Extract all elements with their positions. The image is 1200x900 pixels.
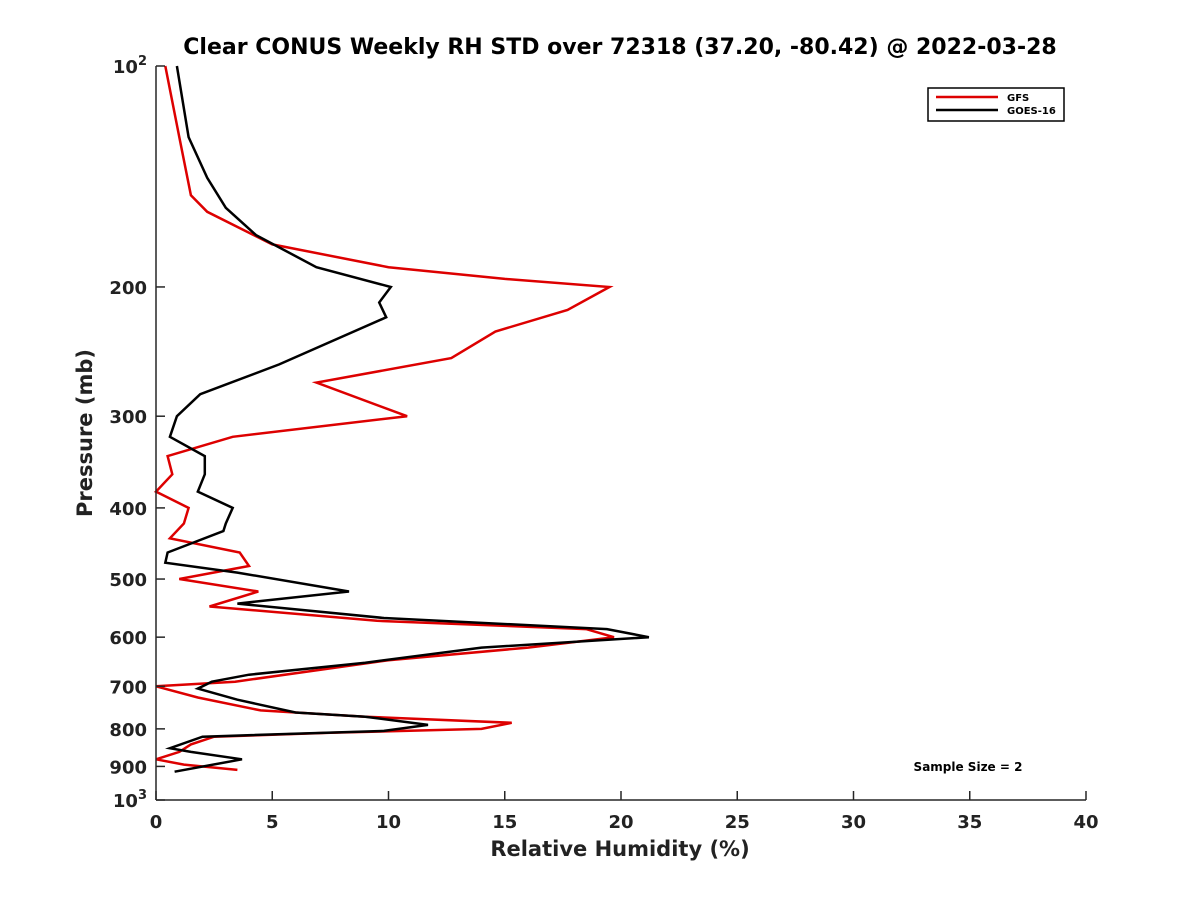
chart-title: Clear CONUS Weekly RH STD over 72318 (37… bbox=[183, 35, 1056, 60]
legend-box bbox=[927, 87, 1065, 122]
y-tick-label: 102 bbox=[113, 54, 147, 78]
x-axis-label: Relative Humidity (%) bbox=[490, 837, 749, 861]
x-tick-label: 35 bbox=[957, 812, 982, 833]
y-tick-label: 600 bbox=[109, 628, 147, 649]
y-tick-label: 300 bbox=[109, 407, 147, 428]
data-lines bbox=[153, 65, 650, 773]
y-tick-label: 200 bbox=[109, 278, 147, 299]
series-line-goes-16 bbox=[163, 65, 650, 773]
y-tick-label: 900 bbox=[109, 757, 147, 778]
y-axis-label: Pressure (mb) bbox=[73, 349, 97, 517]
y-tick-label: 800 bbox=[109, 720, 147, 741]
y-tick-label: 400 bbox=[109, 499, 147, 520]
axes: 0 5 10 15 20 25 30 35 40 102 200 300 400 500 600 700 800… bbox=[109, 54, 1098, 833]
x-tick-label: 25 bbox=[725, 812, 750, 833]
x-tick-label: 10 bbox=[376, 812, 401, 833]
y-tick-label: 103 bbox=[113, 788, 147, 812]
legend-label-goes-16: GOES-16 bbox=[1007, 106, 1056, 117]
y-tick-label: 500 bbox=[109, 570, 147, 591]
x-tick-label: 5 bbox=[266, 812, 279, 833]
sample-size-annotation: Sample Size = 2 bbox=[914, 760, 1023, 774]
y-tick-label: 700 bbox=[109, 677, 147, 698]
legend-label-gfs: GFS bbox=[1007, 93, 1029, 104]
legend: GFS GOES-16 bbox=[927, 87, 1065, 122]
x-tick-label: 15 bbox=[492, 812, 517, 833]
x-tick-label: 40 bbox=[1073, 812, 1098, 833]
x-tick-label: 0 bbox=[150, 812, 163, 833]
x-tick-label: 30 bbox=[841, 812, 866, 833]
series-line-gfs bbox=[153, 65, 615, 772]
x-tick-label: 20 bbox=[608, 812, 633, 833]
